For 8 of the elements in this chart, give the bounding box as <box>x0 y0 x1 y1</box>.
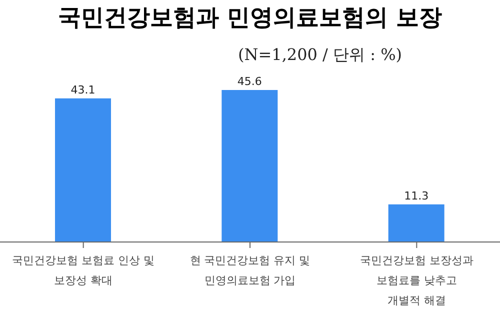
x-tick-label: 국민건강보험 보험료 인상 및 보장성 확대 <box>12 254 155 287</box>
chart-title: 국민건강보험과 민영의료보험의 보장 <box>56 3 443 33</box>
data-label: 43.1 <box>70 83 96 96</box>
data-label: 45.6 <box>237 75 262 88</box>
data-label: 11.3 <box>404 189 429 202</box>
x-tick-label: 현 국민건강보험 유지 및 민영의료보험 가입 <box>190 254 310 287</box>
chart-subtitle: (N=1,200 / 단위 : %) <box>236 45 404 66</box>
x-tick-label: 국민건강보험 보장성과 보험료를 낮추고 개별적 해결 <box>360 254 474 307</box>
